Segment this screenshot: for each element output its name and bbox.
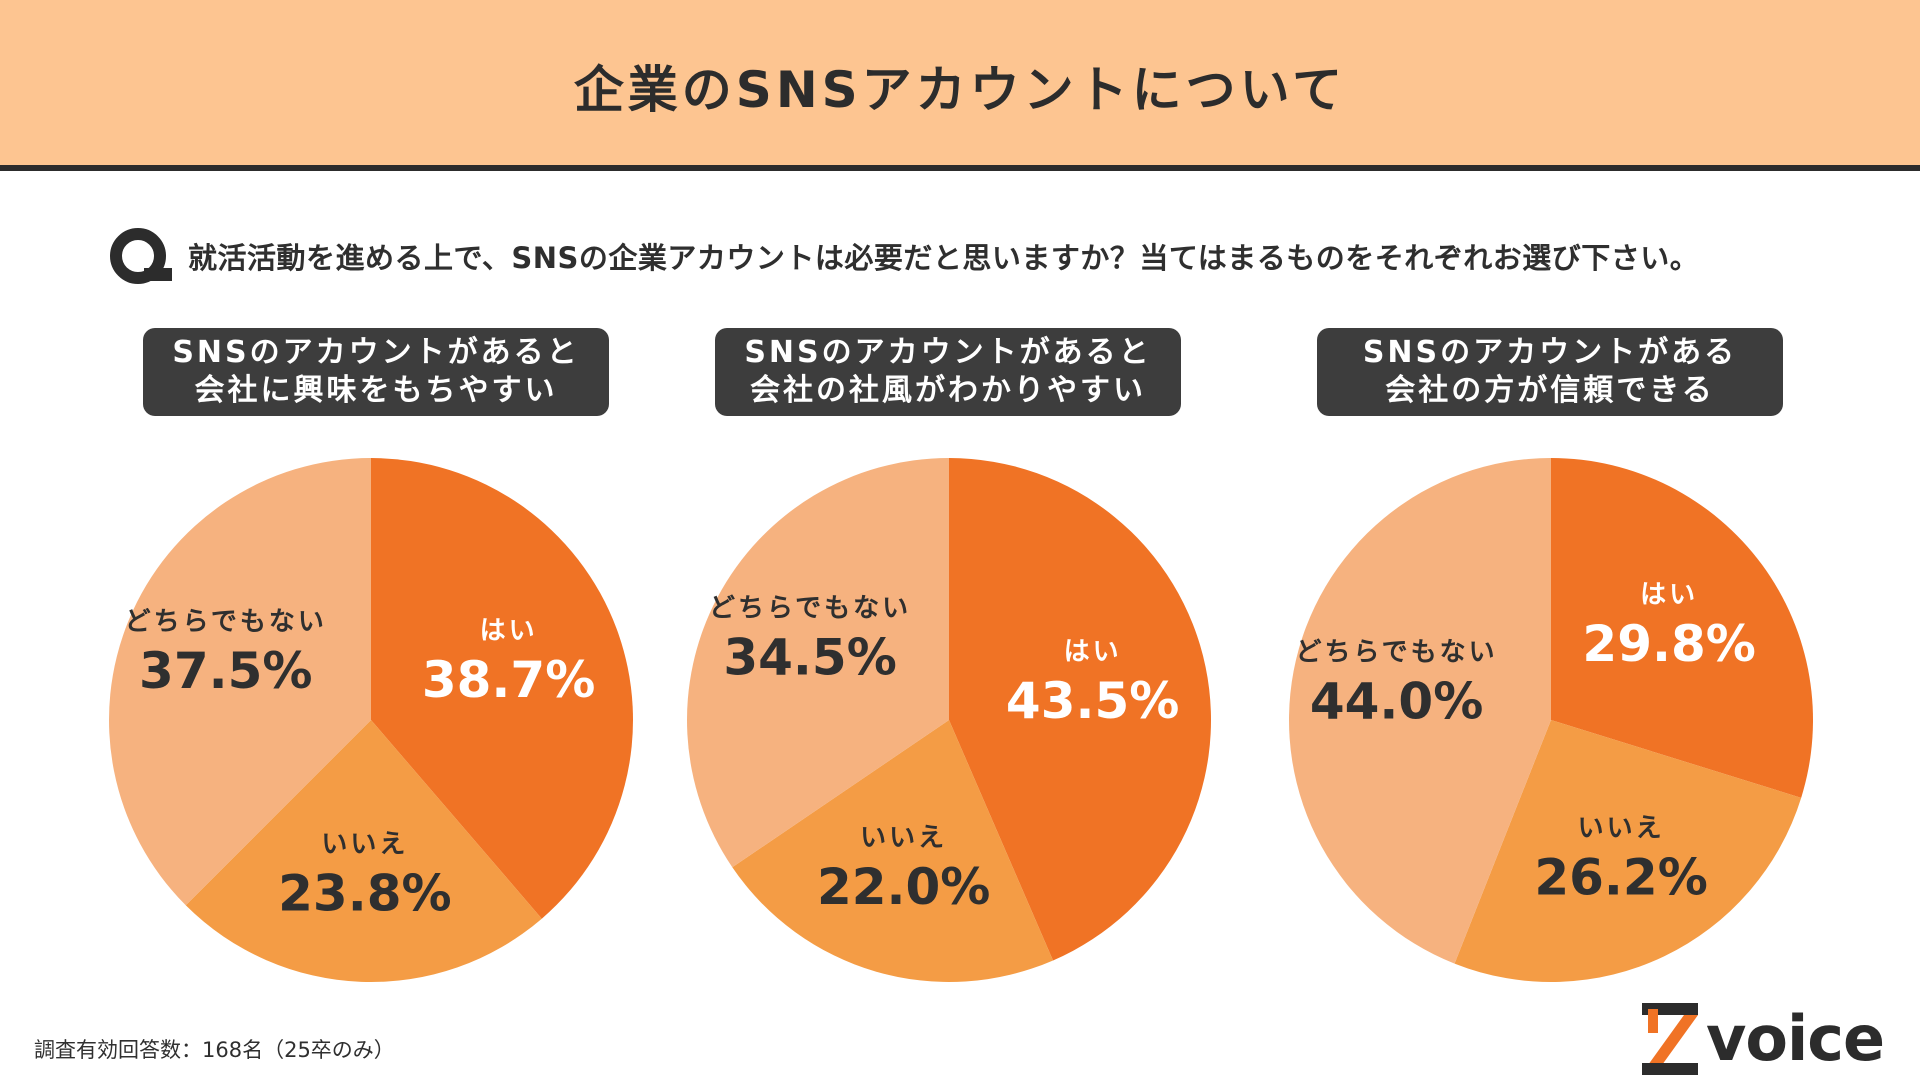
pie-2-slice-no [732, 720, 1054, 983]
q-badge-icon [110, 228, 172, 284]
pie-2-value-neither: 34.5% [723, 628, 896, 686]
pie-3-value-neither: 44.0% [1310, 673, 1483, 731]
chart-title-3-line-1: SNSのアカウントがある [1362, 335, 1738, 370]
chart-title-2: SNSのアカウントがあると 会社の社風がわかりやすい [715, 328, 1181, 416]
pie-3-value-yes: 29.8% [1582, 615, 1755, 673]
pie-2-value-no: 22.0% [817, 858, 990, 916]
chart-title-2-line-2: 会社の社風がわかりやすい [750, 373, 1146, 408]
pie-1-label-yes: はい [480, 616, 538, 646]
chart-title-2-line-1: SNSのアカウントがあると [744, 335, 1152, 370]
pie-3-label-yes: はい [1640, 580, 1698, 610]
pie-3-slice-yes [1551, 458, 1813, 798]
chart-title-1-line-1: SNSのアカウントがあると [172, 335, 580, 370]
pie-3-slice-no [1454, 720, 1802, 983]
chart-title-1-line-2: 会社に興味をもちやすい [194, 373, 558, 408]
chart-title-1: SNSのアカウントがあると 会社に興味をもちやすい [143, 328, 609, 416]
pie-3-value-no: 26.2% [1534, 849, 1707, 907]
pie-chart-2: はい 43.5% いいえ 22.0% どちらでもない 34.5% [686, 458, 1212, 983]
zvoice-logo: voice [1640, 998, 1920, 1080]
footnote: 調査有効回答数：168名（25卒のみ） [34, 1038, 395, 1062]
chart-title-3-line-2: 会社の方が信頼できる [1385, 373, 1715, 408]
pie-1-value-neither: 37.5% [139, 642, 312, 700]
question-row: 就活活動を進める上で、SNSの企業アカウントは必要だと思いますか？当てはまるもの… [108, 226, 1888, 286]
pie-2-slice-neither [686, 458, 949, 868]
pie-3-label-no: いいえ [1578, 814, 1665, 844]
pie-chart-3: はい 29.8% いいえ 26.2% どちらでもない 44.0% [1289, 458, 1813, 983]
pie-2-slice-yes [949, 458, 1212, 961]
pie-2-label-no: いいえ [860, 823, 947, 853]
pie-1-label-neither: どちらでもない [125, 607, 327, 637]
pie-2-value-yes: 43.5% [1006, 672, 1179, 730]
pie-1-value-yes: 38.7% [422, 651, 595, 709]
logo-text: voice [1706, 1002, 1885, 1075]
pie-2-label-neither: どちらでもない [709, 593, 911, 623]
pie-1-value-no: 23.8% [278, 864, 451, 922]
z-logo-mark [1642, 1003, 1698, 1075]
pie-2-label-yes: はい [1064, 637, 1122, 667]
pie-1-slice-neither [108, 458, 371, 906]
page-title: 企業のSNSアカウントについて [573, 60, 1347, 119]
pie-3-slice-neither [1289, 458, 1551, 964]
survey-question: 就活活動を進める上で、SNSの企業アカウントは必要だと思いますか？当てはまるもの… [188, 241, 1700, 275]
chart-title-3: SNSのアカウントがある 会社の方が信頼できる [1317, 328, 1783, 416]
pie-1-label-no: いいえ [321, 829, 408, 859]
pie-1-slice-yes [371, 458, 634, 919]
header-banner: 企業のSNSアカウントについて [0, 0, 1920, 171]
pie-3-label-neither: どちらでもない [1295, 638, 1497, 668]
pie-1-slice-no [185, 720, 542, 982]
pie-chart-1: はい 38.7% いいえ 23.8% どちらでもない 37.5% [108, 458, 634, 982]
